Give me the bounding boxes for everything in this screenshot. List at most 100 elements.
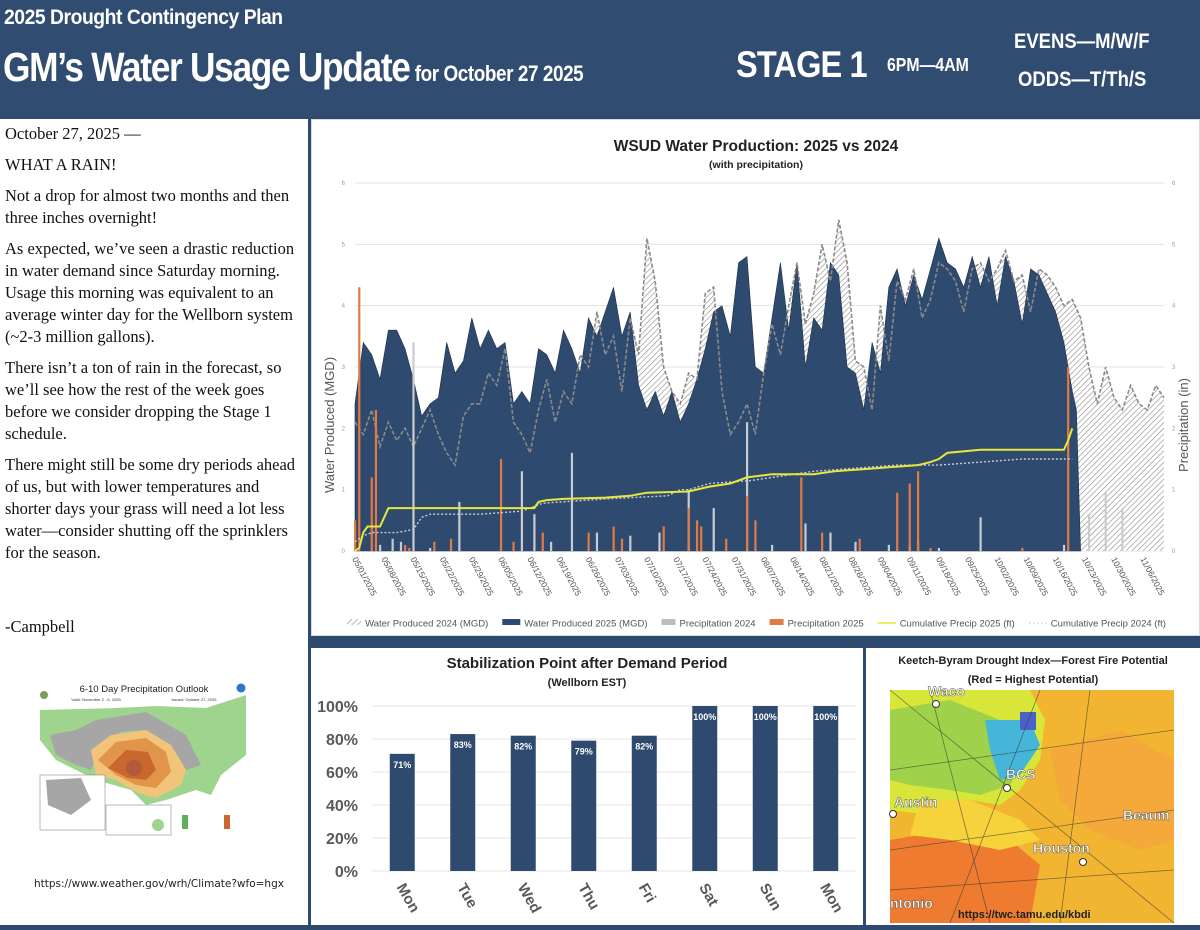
x-tick-label: 09/04/2025 — [876, 555, 905, 597]
x-tick-label: 06/19/2025 — [555, 555, 584, 597]
kbdi-heatmap: Waco BCS Austin Beaum Houston ntonio — [889, 683, 1175, 924]
bar-precip-2025 — [587, 532, 590, 551]
x-tick-label: 08/21/2025 — [817, 555, 846, 597]
legend-item: Water Produced 2025 (MGD) — [502, 619, 648, 630]
odds-schedule: ODDS—T/Th/S — [1018, 68, 1147, 91]
x-tick-label: 09/11/2025 — [905, 555, 934, 597]
precipitation-outlook-map: 6-10 Day Precipitation Outlook Valid: No… — [36, 680, 251, 840]
x-tick-label: 05/01/2025 — [350, 555, 379, 597]
letter-signature: -Campbell — [5, 617, 75, 636]
y2-tick-label: 2 — [1172, 426, 1176, 432]
noaa-logo-icon — [236, 683, 246, 693]
bar-precip-2025 — [358, 287, 361, 551]
y-tick-label: 1 — [342, 488, 346, 494]
y-tick-label: 80% — [326, 732, 358, 749]
y-tick-label: 4 — [342, 304, 346, 310]
bar-precip-2024 — [1062, 544, 1066, 551]
letter-paragraph: As expected, we’ve seen a drastic reduct… — [5, 239, 295, 346]
bar-precip-2025 — [541, 532, 544, 551]
legend-label: Precipitation 2024 — [680, 619, 756, 630]
letter-paragraph: Not a drop for almost two months and the… — [5, 186, 290, 227]
stab-data-label: 79% — [575, 747, 593, 757]
bar-precip-2025 — [745, 495, 749, 551]
bar-precip-2024 — [549, 541, 553, 551]
bar-precip-2025 — [374, 409, 378, 551]
legend-item: Cumulative Precip 2024 (ft) — [1028, 619, 1166, 630]
city-label: Waco — [928, 683, 965, 699]
main-chart-subtitle: (with precipitation) — [709, 159, 803, 171]
bar-precip-2025 — [695, 520, 699, 551]
water-production-chart: WSUD Water Production: 2025 vs 2024 (wit… — [322, 138, 1191, 630]
bar-precip-2025 — [916, 471, 920, 551]
x-tick-label: 10/16/2025 — [1051, 555, 1080, 597]
legend-label: Precipitation 2025 — [788, 619, 864, 630]
y2-tick-label: 0 — [1172, 549, 1176, 555]
x-tick-label: 05/08/2025 — [379, 555, 408, 597]
legend-below-swatch — [224, 815, 230, 829]
stabilization-chart: Stabilization Point after Demand Period … — [317, 655, 856, 916]
y-tick-label: 40% — [326, 798, 358, 815]
y2-tick-label: 3 — [1172, 365, 1176, 371]
bar-precip-2025 — [512, 541, 515, 551]
x-tick-label: 10/23/2025 — [1080, 555, 1109, 597]
outlook-title: 6-10 Day Precipitation Outlook — [80, 684, 209, 695]
kbdi-subtitle: (Red = Highest Potential) — [968, 674, 1099, 686]
legend-item: Water Produced 2024 (MGD) — [347, 619, 488, 630]
y-tick-label: 60% — [326, 765, 358, 782]
bar-precip-2024 — [379, 544, 382, 551]
x-tick-label: 07/03/2025 — [613, 555, 642, 597]
legend-label: Water Produced 2025 (MGD) — [524, 619, 647, 630]
stab-bar — [510, 735, 536, 871]
x-tick-label: 09/25/2025 — [963, 555, 992, 597]
x-tick-label: 07/31/2025 — [730, 555, 759, 597]
y2-tick-label: 6 — [1172, 181, 1176, 187]
x-tick-label: Sun — [756, 881, 785, 914]
bar-precip-2025 — [700, 526, 703, 551]
city-label: ntonio — [890, 895, 933, 911]
x-tick-label: 09/18/2025 — [934, 555, 963, 597]
line-water-2024 — [354, 219, 1165, 468]
y2-tick-label: 5 — [1172, 242, 1176, 248]
bar-precip-2024 — [533, 514, 536, 551]
agency-seal-icon — [40, 691, 48, 699]
plan-title: 2025 Drought Contingency Plan — [4, 6, 283, 29]
bar-precip-2024 — [804, 523, 807, 551]
evens-schedule: EVENS—M/W/F — [1014, 30, 1150, 53]
kbdi-source-link[interactable]: https://twc.tamu.edu/kbdi — [958, 909, 1091, 921]
bar-precip-2024 — [570, 452, 574, 551]
letter-paragraph: There isn’t a ton of rain in the forecas… — [5, 358, 282, 443]
legend-item: Cumulative Precip 2025 (ft) — [877, 619, 1015, 630]
x-tick-label: 07/10/2025 — [642, 555, 671, 597]
bar-precip-2024 — [712, 508, 715, 551]
bar-precip-2024 — [771, 544, 774, 551]
stab-bar — [571, 740, 597, 871]
bar-precip-2024 — [458, 501, 461, 551]
x-tick-label: 05/22/2025 — [438, 555, 467, 597]
stab-data-label: 100% — [693, 712, 716, 722]
stabilization-chart-panel: Stabilization Point after Demand Period … — [311, 648, 863, 925]
bar-precip-2024 — [887, 544, 890, 551]
legend-swatch — [769, 619, 784, 625]
bar-precip-2024 — [595, 532, 599, 551]
waco-marker-icon — [932, 700, 940, 708]
bar-precip-2024 — [391, 538, 394, 551]
y2-axis-label: Precipitation (in) — [1176, 378, 1191, 472]
y-tick-label: 3 — [342, 365, 346, 371]
bar-precip-2024 — [399, 541, 403, 551]
bar-precip-2025 — [858, 538, 861, 551]
stab-chart-title: Stabilization Point after Demand Period — [447, 655, 728, 672]
bar-precip-2024 — [937, 547, 941, 551]
outlook-source-link[interactable]: https://www.weather.gov/wrh/Climate?wfo=… — [34, 878, 284, 890]
bar-precip-2024 — [1121, 508, 1124, 551]
stab-bar — [752, 706, 778, 871]
letter-headline: WHAT A RAIN! — [5, 155, 117, 174]
legend-swatch — [347, 619, 362, 625]
x-tick-label: 05/15/2025 — [409, 555, 438, 597]
city-label: BCS — [1006, 766, 1036, 782]
x-tick-label: Thu — [574, 881, 602, 913]
x-tick-label: 06/12/2025 — [525, 555, 554, 597]
x-tick-label: 08/28/2025 — [846, 555, 875, 597]
bar-precip-2025 — [908, 483, 911, 551]
x-tick-label: Tue — [453, 881, 481, 912]
watering-hours: 6PM—4AM — [887, 55, 969, 75]
